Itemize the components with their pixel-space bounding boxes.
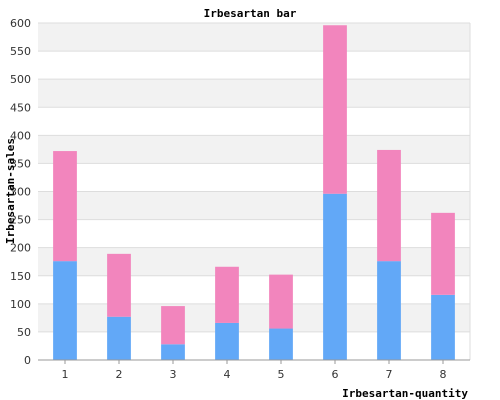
plot-band xyxy=(38,275,470,304)
plot-band xyxy=(38,163,470,192)
plot-band xyxy=(38,79,470,108)
bar-segment-series-2 xyxy=(431,212,455,295)
y-tick-label: 0 xyxy=(24,354,31,367)
y-axis-ticks: 0 50 100 150 200 250 300 350 400 450 500 550 600 xyxy=(10,17,31,367)
plot-band xyxy=(38,303,470,332)
bar-segment-series-1 xyxy=(323,193,347,360)
bar-segment-series-2 xyxy=(269,274,293,329)
bar-segment-series-1 xyxy=(377,261,401,360)
x-axis-ticks: 1 2 3 4 5 6 7 8 xyxy=(62,360,447,381)
x-tick-label: 3 xyxy=(170,368,177,381)
plot-band xyxy=(38,247,470,276)
y-tick-label: 200 xyxy=(10,242,31,255)
y-tick-label: 550 xyxy=(10,45,31,58)
bar-segment-series-1 xyxy=(161,344,185,360)
plot-band xyxy=(38,331,470,360)
x-tick-label: 2 xyxy=(116,368,123,381)
x-tick-label: 1 xyxy=(62,368,69,381)
y-tick-label: 50 xyxy=(17,326,31,339)
bar-segment-series-1 xyxy=(53,261,77,360)
bar-segment-series-1 xyxy=(269,328,293,360)
plot-band xyxy=(38,219,470,248)
y-tick-label: 100 xyxy=(10,298,31,311)
y-tick-label: 350 xyxy=(10,157,31,170)
y-tick-label: 150 xyxy=(10,270,31,283)
x-tick-label: 8 xyxy=(440,368,447,381)
bar-segment-series-2 xyxy=(377,149,401,262)
bar-segment-series-2 xyxy=(53,151,77,262)
bar-segment-series-2 xyxy=(107,253,131,317)
chart-title: Irbesartan bar xyxy=(204,7,297,20)
y-tick-label: 300 xyxy=(10,186,31,199)
y-tick-label: 500 xyxy=(10,73,31,86)
y-axis-label: Irbesartan-sales xyxy=(4,138,17,244)
bar-segment-series-2 xyxy=(215,266,239,323)
plot-band xyxy=(38,107,470,136)
bar-segment-series-1 xyxy=(215,322,239,360)
plot-band xyxy=(38,135,470,164)
x-tick-label: 7 xyxy=(386,368,393,381)
y-tick-label: 450 xyxy=(10,101,31,114)
bar-segment-series-2 xyxy=(161,306,185,345)
bar-segment-series-2 xyxy=(323,25,347,194)
x-tick-label: 6 xyxy=(332,368,339,381)
plot-band xyxy=(38,191,470,220)
x-tick-label: 5 xyxy=(278,368,285,381)
y-tick-label: 250 xyxy=(10,214,31,227)
plot-band xyxy=(38,23,470,52)
plot-band xyxy=(38,51,470,80)
x-tick-label: 4 xyxy=(224,368,231,381)
bar-segment-series-1 xyxy=(107,316,131,360)
bar-segment-series-1 xyxy=(431,294,455,360)
y-tick-label: 600 xyxy=(10,17,31,30)
bars xyxy=(53,25,455,360)
x-axis-label: Irbesartan-quantity xyxy=(342,387,468,400)
y-tick-label: 400 xyxy=(10,129,31,142)
